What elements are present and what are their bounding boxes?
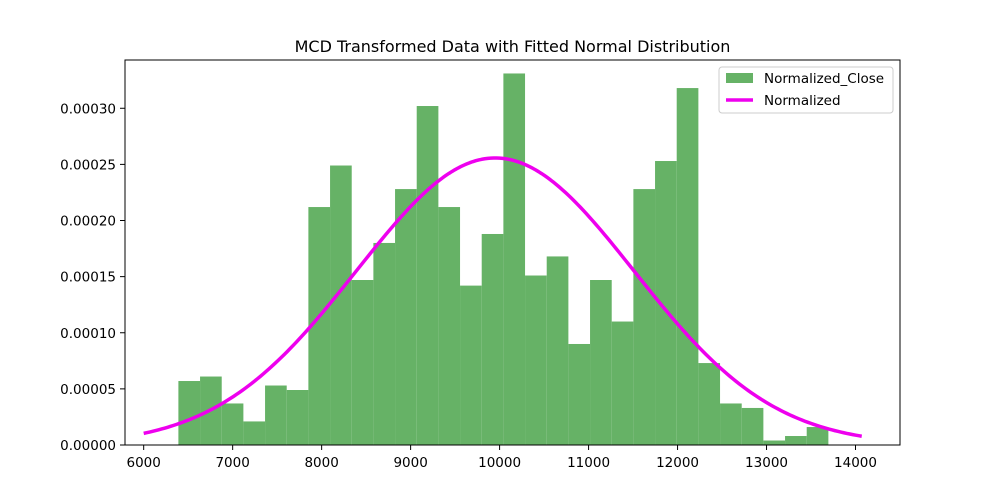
x-axis: 6000 7000 8000 9000 10000 11000 12000 13000 1400… (127, 445, 877, 471)
chart-title: MCD Transformed Data with Fitted Normal … (295, 37, 731, 56)
legend-frame (718, 66, 894, 114)
histogram-bar (395, 189, 417, 445)
x-tick-label: 9000 (393, 455, 427, 471)
histogram-bar (286, 390, 309, 445)
histogram-bar (590, 280, 612, 445)
histogram-bar (546, 256, 569, 445)
histogram-bar (633, 189, 656, 445)
histogram-bar (373, 242, 396, 445)
legend-histogram-swatch (726, 73, 753, 83)
histogram-bar (763, 440, 786, 445)
x-tick-label: 13000 (745, 455, 788, 471)
histogram-bar (178, 381, 201, 445)
legend: Normalized_Close Normalized (718, 66, 894, 114)
y-tick-label: 0.00005 (60, 382, 116, 398)
histogram-bar (568, 343, 591, 445)
x-tick-label: 14000 (834, 455, 877, 471)
x-tick-label: 7000 (215, 455, 249, 471)
y-tick-label: 0.00030 (60, 101, 116, 117)
histogram-bar (265, 385, 287, 445)
y-tick-label: 0.00025 (60, 157, 116, 173)
histogram-bar (676, 88, 699, 446)
histogram-bar (720, 403, 742, 445)
histogram-bar (698, 363, 721, 445)
histogram-bar (481, 233, 504, 445)
x-tick-label: 6000 (127, 455, 161, 471)
histogram-bar (438, 207, 461, 445)
histogram-bars (178, 73, 829, 446)
y-tick-label: 0.00010 (60, 326, 116, 342)
x-tick-label: 11000 (567, 455, 610, 471)
histogram-bar (655, 161, 677, 446)
legend-curve-label: Normalized (764, 93, 841, 109)
histogram-bar (503, 73, 526, 445)
plot-area-frame (124, 59, 901, 446)
histogram-bar (611, 321, 634, 445)
histogram-bar (525, 275, 547, 445)
legend-histogram-label: Normalized_Close (764, 71, 884, 87)
histogram-bar (785, 436, 807, 445)
histogram-bar (308, 207, 331, 445)
histogram-bar (460, 285, 482, 445)
x-tick-label: 12000 (656, 455, 699, 471)
histogram-bar (351, 280, 374, 445)
histogram-bar (741, 407, 764, 445)
y-tick-label: 0.00015 (60, 270, 116, 286)
x-tick-label: 8000 (304, 455, 338, 471)
normal-curve-layer (143, 156, 863, 438)
histogram-bar (330, 165, 352, 446)
histogram-bar (416, 106, 439, 445)
y-axis: 0.00000 0.00005 0.00010 0.00015 0.00020 0.000… (60, 101, 125, 454)
y-tick-label: 0.00000 (60, 438, 116, 454)
normal-curve (143, 156, 863, 438)
histogram-bar (806, 427, 829, 445)
x-tick-label: 10000 (478, 455, 521, 471)
histogram-bar (243, 421, 266, 445)
histogram-bar (221, 403, 244, 445)
y-tick-label: 0.00020 (60, 214, 116, 230)
